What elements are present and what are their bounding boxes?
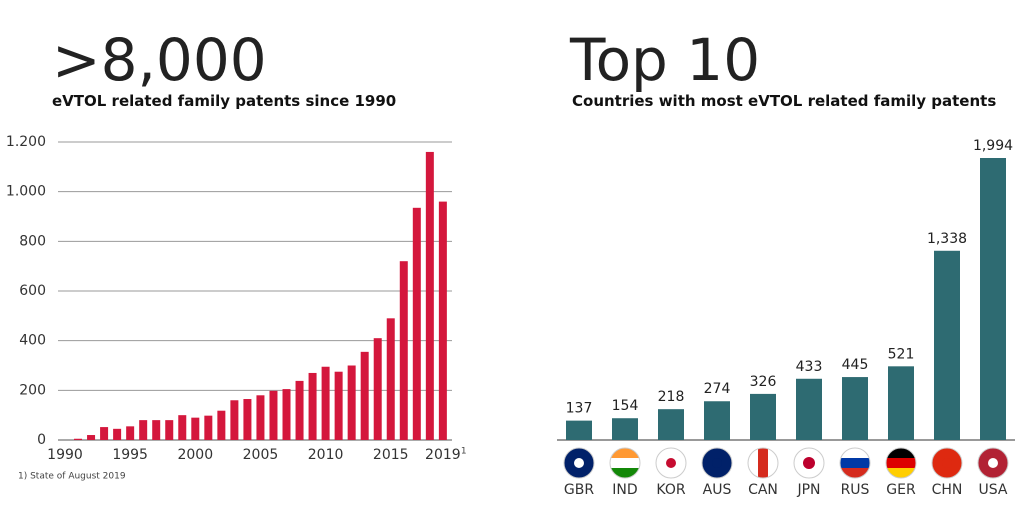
chart-subtitle: eVTOL related family patents since 1990 — [52, 92, 396, 110]
y-tick-label: 0 — [37, 432, 46, 448]
bar — [566, 421, 592, 440]
chart-title: Top 10 — [569, 26, 760, 94]
bar — [178, 415, 186, 440]
bar — [113, 429, 121, 440]
bar — [980, 158, 1006, 440]
bar — [348, 366, 356, 441]
flag-emblem — [803, 457, 815, 469]
x-tick-label: 2015 — [373, 447, 409, 463]
bar — [309, 373, 317, 440]
bar — [256, 395, 264, 440]
x-tick-label: IND — [612, 482, 637, 498]
bar — [796, 379, 822, 440]
bar — [322, 367, 330, 440]
bar — [87, 435, 95, 440]
y-tick-label: 800 — [19, 233, 46, 249]
bar — [230, 400, 238, 440]
value-label: 137 — [566, 401, 593, 417]
bar — [888, 366, 914, 440]
x-tick-label: 2010 — [308, 447, 344, 463]
y-tick-label: 400 — [19, 333, 46, 349]
bar — [387, 318, 395, 440]
chart-subtitle: Countries with most eVTOL related family… — [572, 92, 996, 110]
bar — [612, 418, 638, 440]
bar — [750, 394, 776, 440]
value-label: 218 — [658, 389, 685, 405]
bar — [152, 420, 160, 440]
bar — [139, 420, 147, 440]
bar — [934, 251, 960, 440]
bar — [335, 372, 343, 440]
footnote: 1) State of August 2019 — [18, 472, 126, 482]
x-tick-label: RUS — [841, 482, 870, 498]
x-tick-label: 2019 — [425, 447, 461, 463]
x-tick-label: 1995 — [112, 447, 148, 463]
bar — [126, 426, 134, 440]
x-tick-label: 1990 — [47, 447, 83, 463]
value-label: 433 — [796, 359, 823, 375]
bar — [269, 391, 277, 440]
x-tick-label: USA — [979, 482, 1008, 498]
infographic: >8,000 eVTOL related family patents sinc… — [0, 0, 1023, 508]
bar — [413, 208, 421, 440]
bar — [374, 338, 382, 440]
footnote-marker: 1 — [461, 447, 467, 457]
bar — [204, 416, 212, 440]
value-label: 274 — [704, 381, 731, 397]
flag-part — [886, 458, 916, 468]
value-label: 326 — [750, 374, 777, 390]
value-label: 445 — [842, 357, 869, 373]
bar — [165, 420, 173, 440]
flag-emblem — [666, 458, 676, 468]
y-tick-label: 1.000 — [6, 184, 46, 200]
x-tick-label: AUS — [703, 482, 732, 498]
x-tick-label: CHN — [932, 482, 963, 498]
y-tick-label: 600 — [19, 283, 46, 299]
bar — [439, 202, 447, 440]
flag-emblem — [712, 458, 722, 468]
x-tick-label: 2000 — [177, 447, 213, 463]
x-tick-label: GBR — [564, 482, 594, 498]
bar — [842, 377, 868, 440]
bar — [283, 389, 291, 440]
y-tick-label: 200 — [19, 382, 46, 398]
x-tick-label: 2005 — [243, 447, 279, 463]
bar — [658, 409, 684, 440]
value-label: 1,338 — [927, 231, 967, 247]
bar — [426, 152, 434, 440]
bar — [361, 352, 369, 440]
value-label: 1,994 — [973, 138, 1013, 154]
y-tick-label: 1.200 — [6, 134, 46, 150]
flag-part — [610, 458, 640, 468]
flag-emblem — [574, 458, 584, 468]
bar — [217, 411, 225, 440]
value-label: 154 — [612, 398, 639, 414]
x-tick-label: KOR — [656, 482, 685, 498]
flag-part — [840, 458, 870, 468]
x-tick-label: CAN — [748, 482, 778, 498]
x-tick-label: JPN — [796, 482, 820, 498]
bar — [191, 418, 199, 440]
bar — [100, 427, 108, 440]
flag-part — [758, 448, 768, 478]
bar — [400, 261, 408, 440]
bar — [74, 439, 82, 440]
bar — [704, 401, 730, 440]
bar — [296, 381, 304, 440]
bar — [243, 399, 251, 440]
flag-emblem — [942, 458, 952, 468]
x-tick-label: GER — [886, 482, 916, 498]
chart-title: >8,000 — [52, 26, 267, 94]
value-label: 521 — [888, 346, 915, 362]
flag-emblem — [988, 458, 998, 468]
